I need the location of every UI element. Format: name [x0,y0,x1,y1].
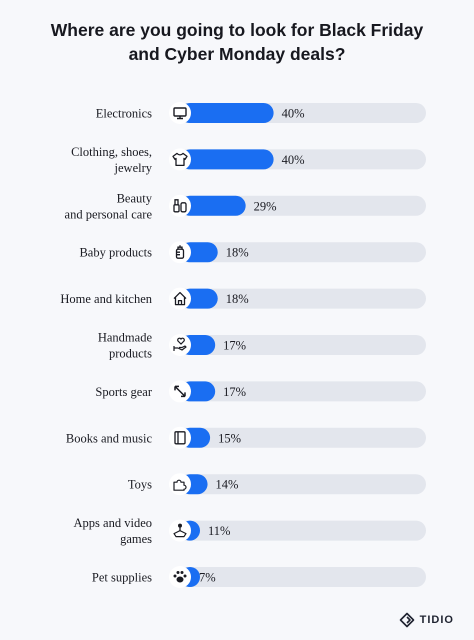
bar-track [172,427,426,448]
bar-track [172,335,426,355]
book-icon [169,426,191,449]
data-label: 15% [218,431,241,445]
data-label: 14% [216,478,239,492]
data-label: 11% [208,524,230,538]
brand-name: TIDIO [419,614,454,626]
chart-title: Where are you going to look for Black Fr… [0,18,474,66]
category-label: Handmade products [98,331,153,361]
data-label: 40% [282,153,305,167]
data-label: 40% [282,107,305,121]
chart-title-line-1: Where are you going to look for Black Fr… [50,20,424,40]
bar [180,195,246,216]
tidio-logo-icon [399,612,414,628]
bar-track [172,288,426,309]
category-label: Electronics [96,107,152,121]
category-label: Home and kitchen [60,292,152,306]
paw-icon [169,566,191,588]
data-label: 18% [226,246,249,260]
bar-track [172,242,426,263]
monitor-icon [169,102,191,124]
chart-title-line-2: and Cyber Monday deals? [128,44,346,64]
category-label: Sports gear [95,385,152,399]
bar-track [172,567,426,587]
bar-track [172,381,426,402]
data-label: 7% [199,571,216,585]
house-icon [169,287,191,310]
bar-track [172,474,426,495]
data-label: 18% [226,292,249,306]
category-label: Toys [128,478,152,492]
resize-arrows-icon [169,380,191,403]
puzzle-icon [169,473,191,496]
bar [180,103,274,123]
data-label: 29% [254,199,277,213]
bar [180,149,274,170]
data-label: 17% [223,385,246,399]
baby-bottle-icon [169,241,191,264]
tshirt-icon [169,148,191,171]
category-label: Beauty and personal care [65,191,153,221]
category-label: Baby products [79,246,152,260]
cosmetics-icon [169,194,191,217]
bar-track [172,520,426,541]
data-label: 17% [223,339,246,353]
category-label: Books and music [66,431,153,445]
brand-logo: TIDIO [399,612,454,628]
category-label: Pet supplies [92,571,152,585]
joystick-icon [169,519,191,542]
category-label: Clothing, shoes, jewelry [71,145,153,175]
hand-heart-icon [169,334,191,356]
category-label: Apps and video games [74,516,153,546]
